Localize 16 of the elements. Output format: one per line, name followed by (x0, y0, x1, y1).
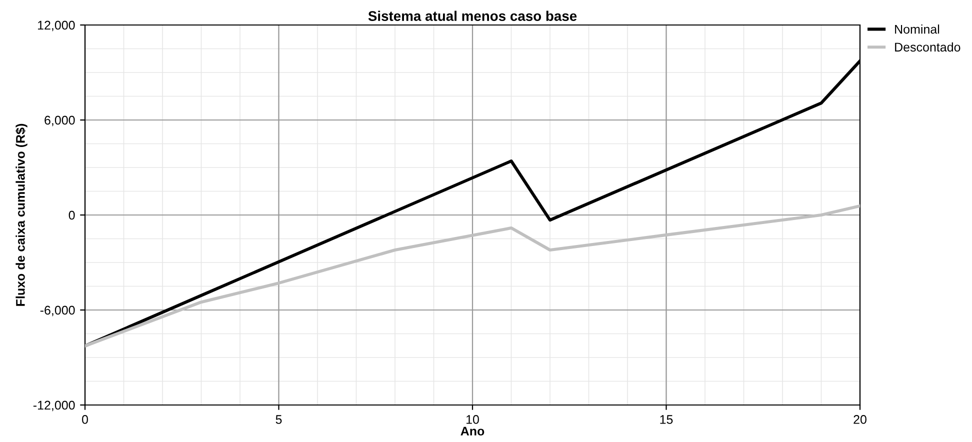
legend-label: Descontado (895, 42, 960, 52)
x-tick-label: 5 (276, 415, 282, 424)
y-tick-label: -6,000 (40, 306, 75, 316)
y-tick-label: -12,000 (33, 400, 75, 412)
x-tick-label: 20 (854, 415, 866, 424)
x-tick-label: 0 (82, 415, 88, 424)
y-tick-label: 0 (68, 210, 75, 220)
x-tick-label: 15 (660, 415, 673, 424)
y-tick-label: 6,000 (44, 116, 75, 126)
x-tick-label: 10 (466, 415, 479, 424)
line-series (85, 204, 860, 348)
legend-label: Nominal (895, 24, 940, 34)
x-axis-title: Ano (460, 426, 484, 436)
chart-title: Sistema atual menos caso base (368, 10, 577, 21)
y-tick-label: 12,000 (38, 20, 75, 32)
y-axis-title: Fluxo de caixa cumulativo (R$) (15, 124, 28, 306)
